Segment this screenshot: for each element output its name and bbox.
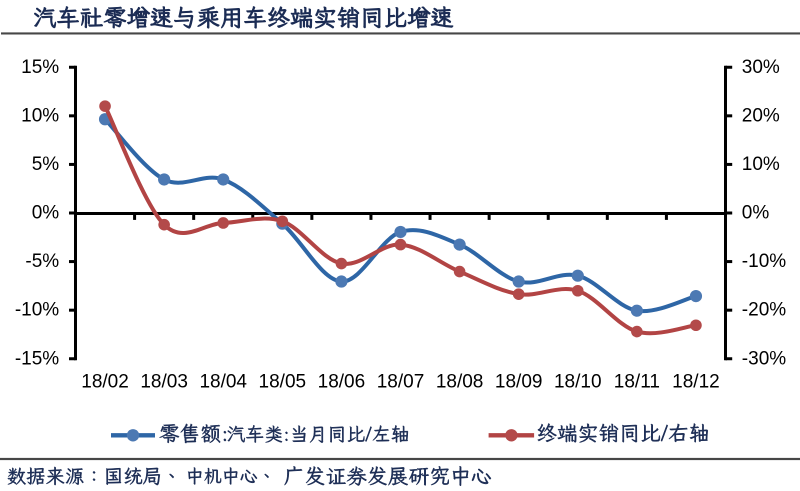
svg-text:18/08: 18/08 xyxy=(436,372,484,393)
svg-text:-5%: -5% xyxy=(25,251,59,272)
svg-text:-10%: -10% xyxy=(15,300,59,321)
svg-text:15%: 15% xyxy=(21,57,59,78)
svg-text:0%: 0% xyxy=(32,203,60,224)
svg-text:18/05: 18/05 xyxy=(259,372,307,393)
svg-text:18/03: 18/03 xyxy=(140,372,188,393)
svg-text:18/02: 18/02 xyxy=(81,372,129,393)
svg-text:-10%: -10% xyxy=(742,251,786,272)
svg-text:18/12: 18/12 xyxy=(672,372,720,393)
svg-text:30%: 30% xyxy=(742,57,780,78)
svg-text:10%: 10% xyxy=(742,154,780,175)
svg-text:18/04: 18/04 xyxy=(199,372,247,393)
svg-text:18/10: 18/10 xyxy=(554,372,602,393)
svg-text:-15%: -15% xyxy=(15,348,59,369)
svg-text:10%: 10% xyxy=(21,105,59,126)
svg-text:-20%: -20% xyxy=(742,300,786,321)
svg-text:18/07: 18/07 xyxy=(377,372,425,393)
svg-text:20%: 20% xyxy=(742,105,780,126)
svg-text:18/11: 18/11 xyxy=(614,372,660,393)
svg-text:18/09: 18/09 xyxy=(495,372,543,393)
svg-text:0%: 0% xyxy=(742,203,770,224)
svg-text:5%: 5% xyxy=(32,154,60,175)
svg-text:-30%: -30% xyxy=(742,348,786,369)
svg-text:18/06: 18/06 xyxy=(318,372,366,393)
